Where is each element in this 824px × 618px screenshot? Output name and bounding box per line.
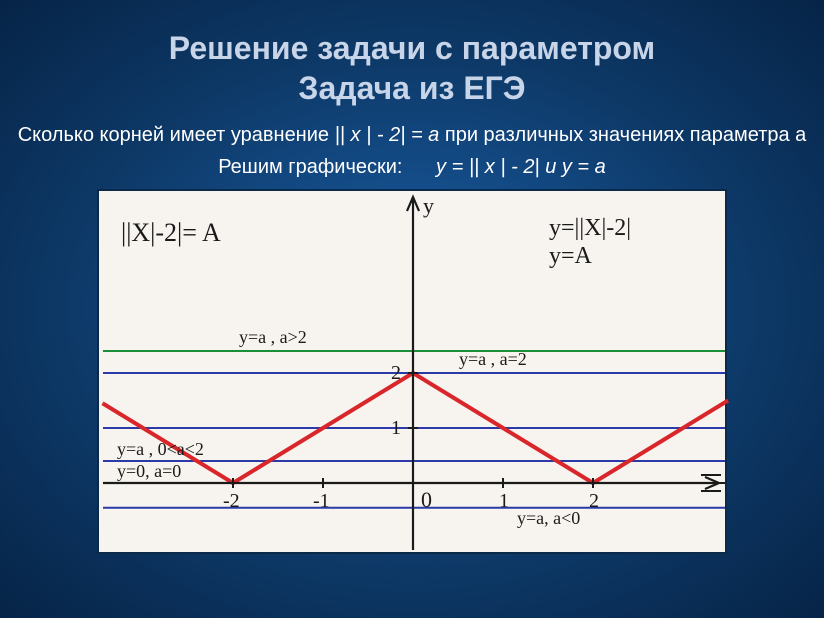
question-prefix: Сколько корней имеет уравнение — [18, 124, 335, 146]
y-axis-label: y — [423, 193, 434, 218]
y-tick-label: 1 — [391, 417, 401, 439]
graph-label-left: ||X|-2|= A — [121, 218, 221, 247]
title-line-1: Решение задачи с параметром — [0, 28, 824, 68]
slide-title: Решение задачи с параметром Задача из ЕГ… — [0, 0, 824, 108]
x-tick-label: -2 — [223, 490, 240, 512]
graph-label-right-1: y=||X|-2| — [549, 215, 631, 241]
solve-line: Решим графически: y = || x | - 2| и y = … — [0, 156, 824, 179]
hline-label: y=0, a=0 — [117, 461, 181, 481]
question-suffix: при различных значениях параметра а — [439, 124, 806, 146]
x-tick-label: 2 — [589, 490, 599, 512]
hline-label: y=a , a=2 — [459, 349, 527, 369]
graph-svg: -2-112120yy=a , a>2y=a , a=2y=a , 0<a<2y… — [99, 191, 729, 556]
solve-label: Решим графически: — [218, 156, 402, 178]
origin-label: 0 — [421, 487, 432, 512]
x-tick-label: -1 — [313, 490, 330, 512]
hline-label: y=a , 0<a<2 — [117, 439, 204, 459]
graph-label-right-2: y=A — [549, 243, 593, 269]
hline-label: y=a, a<0 — [517, 508, 580, 528]
title-line-2: Задача из ЕГЭ — [0, 68, 824, 108]
graph-panel: -2-112120yy=a , a>2y=a , a=2y=a , 0<a<2y… — [97, 189, 727, 554]
hline-label: y=a , a>2 — [239, 327, 307, 347]
solve-equation: y = || x | - 2| и y = a — [436, 156, 606, 178]
question-text: Сколько корней имеет уравнение || x | - … — [0, 122, 824, 148]
x-tick-label: 1 — [499, 490, 509, 512]
y-tick-label: 2 — [391, 362, 401, 384]
question-equation: || x | - 2| = a — [335, 124, 440, 146]
